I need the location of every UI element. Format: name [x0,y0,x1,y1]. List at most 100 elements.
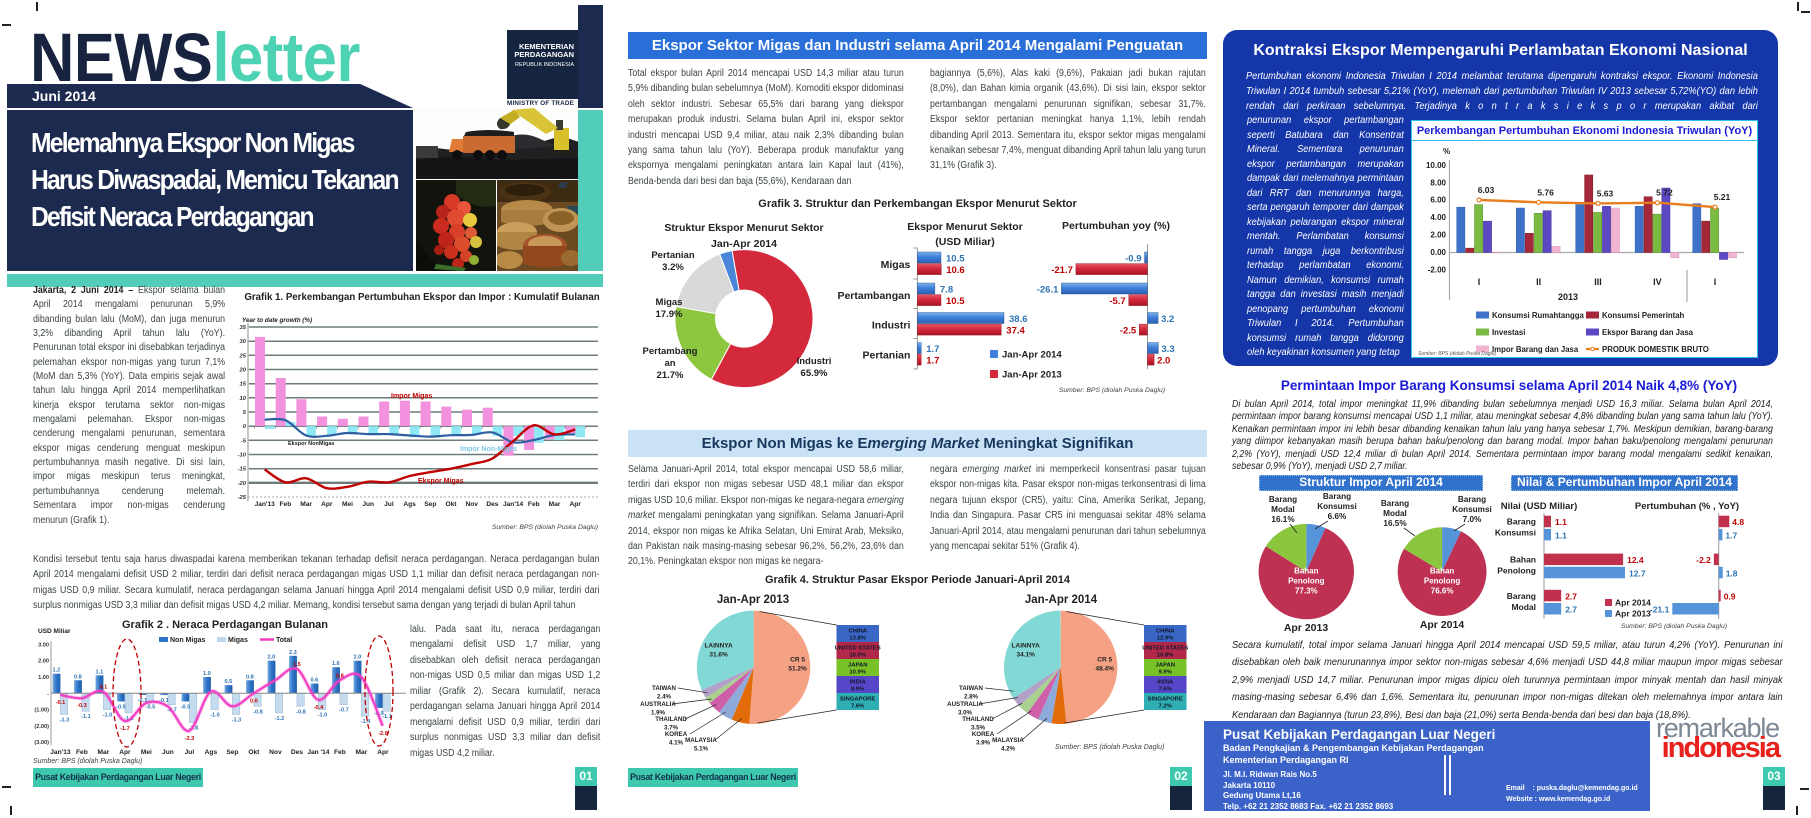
svg-text:0.0: 0.0 [250,698,258,704]
svg-text:(3.00): (3.00) [34,740,49,746]
svg-text:-1.4: -1.4 [361,719,372,725]
svg-text:0.8: 0.8 [74,674,82,680]
svg-text:Des: Des [291,749,303,756]
svg-text:-1.3: -1.3 [232,718,242,724]
svg-text:7.8: 7.8 [940,285,953,296]
svg-text:-1.1: -1.1 [382,714,392,720]
svg-text:5.72: 5.72 [1656,188,1673,198]
svg-text:0: 0 [243,424,247,430]
svg-text:Mar: Mar [300,501,312,508]
svg-text:3.7%: 3.7% [664,725,679,732]
svg-text:35: 35 [240,325,247,331]
svg-text:1.8: 1.8 [1726,568,1738,578]
svg-text:Barang: Barang [1507,517,1536,527]
svg-text:-: - [47,691,49,697]
svg-text:Konsumsi Rumahtangga: Konsumsi Rumahtangga [1492,311,1585,320]
svg-text:Non Migas: Non Migas [170,637,205,644]
svg-text:7.2%: 7.2% [1158,704,1172,710]
svg-text:Bahan: Bahan [1430,567,1455,576]
svg-text:1.1: 1.1 [1555,530,1567,540]
svg-text:10.8%: 10.8% [1157,653,1174,659]
svg-text:USD Miliar: USD Miliar [38,628,71,635]
svg-text:-0.5: -0.5 [146,705,156,711]
svg-text:-0.9: -0.9 [1125,254,1141,265]
svg-text:Jan-Apr 2014: Jan-Apr 2014 [711,238,777,250]
svg-text:Mei: Mei [342,501,353,508]
svg-text:Apr: Apr [321,501,333,508]
svg-text:III: III [1594,277,1602,287]
svg-text:Feb: Feb [76,749,88,756]
svg-text:4.1%: 4.1% [669,740,684,747]
svg-text:25: 25 [239,353,247,359]
svg-text:6.6%: 6.6% [1328,512,1347,521]
svg-text:CHINA: CHINA [848,629,867,635]
svg-text:1.7: 1.7 [1725,530,1737,540]
svg-text:UNITED STATES: UNITED STATES [835,646,881,652]
svg-text:Mei: Mei [141,749,152,756]
svg-text:Apr: Apr [377,749,389,756]
svg-text:MALAYSIA: MALAYSIA [992,737,1024,744]
svg-text:%: % [1443,147,1450,156]
svg-text:16.5%: 16.5% [1383,519,1407,528]
svg-text:TAIWAN: TAIWAN [652,685,676,692]
svg-text:4.8: 4.8 [1732,517,1744,527]
svg-text:-0.7: -0.7 [339,708,349,714]
svg-text:34.1%: 34.1% [1016,651,1035,658]
svg-text:8.9%: 8.9% [851,687,865,693]
svg-text:Ekspor Menurut Sektor: Ekspor Menurut Sektor [907,221,1023,233]
svg-text:-0.8: -0.8 [296,709,306,715]
svg-text:Jan'13: Jan'13 [50,749,71,756]
svg-text:Ekspor Migas: Ekspor Migas [418,478,464,485]
svg-text:I: I [1714,277,1717,287]
svg-text:Pertambangan: Pertambangan [837,290,910,302]
svg-text:-5: -5 [241,438,247,444]
svg-text:KOREA: KOREA [972,731,995,738]
svg-text:10.00: 10.00 [1426,161,1447,170]
svg-text:Feb: Feb [280,501,292,508]
svg-text:16.1%: 16.1% [1271,515,1295,524]
svg-text:-1.8: -1.8 [189,726,199,732]
svg-text:Feb: Feb [528,501,540,508]
svg-text:Jul: Jul [185,749,195,756]
svg-text:3.0%: 3.0% [958,710,973,717]
svg-text:Sumber: BPS (diolah Puska Dagl: Sumber: BPS (diolah Puska Daglu) [1059,387,1165,394]
svg-text:Year to date growth (%): Year to date growth (%) [242,317,312,324]
svg-text:3.2: 3.2 [1161,314,1174,325]
svg-text:31.6%: 31.6% [709,651,728,658]
svg-text:Barang: Barang [1381,499,1409,508]
svg-text:Nov: Nov [465,501,478,508]
svg-text:SINGAPORE: SINGAPORE [1148,697,1183,703]
svg-text:AUSTRALIA: AUSTRALIA [640,701,676,708]
svg-text:2.7: 2.7 [1565,605,1577,615]
svg-text:-0.1: -0.1 [56,700,66,706]
svg-text:-10: -10 [238,453,247,459]
svg-text:CHINA: CHINA [1156,629,1175,635]
svg-text:Okt: Okt [248,749,260,756]
svg-text:-1.0: -1.0 [103,713,113,719]
svg-text:10.5: 10.5 [946,254,965,265]
svg-text:Nov: Nov [269,749,282,756]
svg-text:10.6: 10.6 [946,265,965,276]
svg-text:2.00: 2.00 [38,659,49,665]
svg-text:Jan-Apr 2014: Jan-Apr 2014 [1002,350,1062,361]
svg-text:PRODUK DOMESTIK BRUTO: PRODUK DOMESTIK BRUTO [1602,345,1709,354]
svg-text:6.00: 6.00 [1430,196,1446,205]
svg-text:Ekspor Barang dan Jasa: Ekspor Barang dan Jasa [1602,328,1694,337]
svg-text:Modal: Modal [1383,509,1407,518]
svg-text:-5.7: -5.7 [1109,296,1125,307]
svg-text:Mar: Mar [549,501,561,508]
svg-text:-0.4: -0.4 [314,705,325,711]
svg-text:-1.7: -1.7 [120,726,130,732]
svg-text:(1.00): (1.00) [34,708,49,714]
svg-text:-2.2: -2.2 [1696,555,1711,565]
svg-text:SINGAPORE: SINGAPORE [840,697,875,703]
svg-text:JAPAN: JAPAN [848,663,868,669]
svg-text:Jun: Jun [362,501,374,508]
svg-text:Sep: Sep [424,501,436,508]
svg-text:-1.1: -1.1 [81,714,91,720]
svg-text:(2.00): (2.00) [34,724,49,730]
svg-text:Sumber: BPS (diolah Puska Dagl: Sumber: BPS (diolah Puska Daglu) [492,524,598,531]
svg-text:Apr: Apr [570,501,582,508]
svg-text:Impor Barang dan Jasa: Impor Barang dan Jasa [1492,345,1579,354]
svg-text:Ags: Ags [205,749,218,756]
